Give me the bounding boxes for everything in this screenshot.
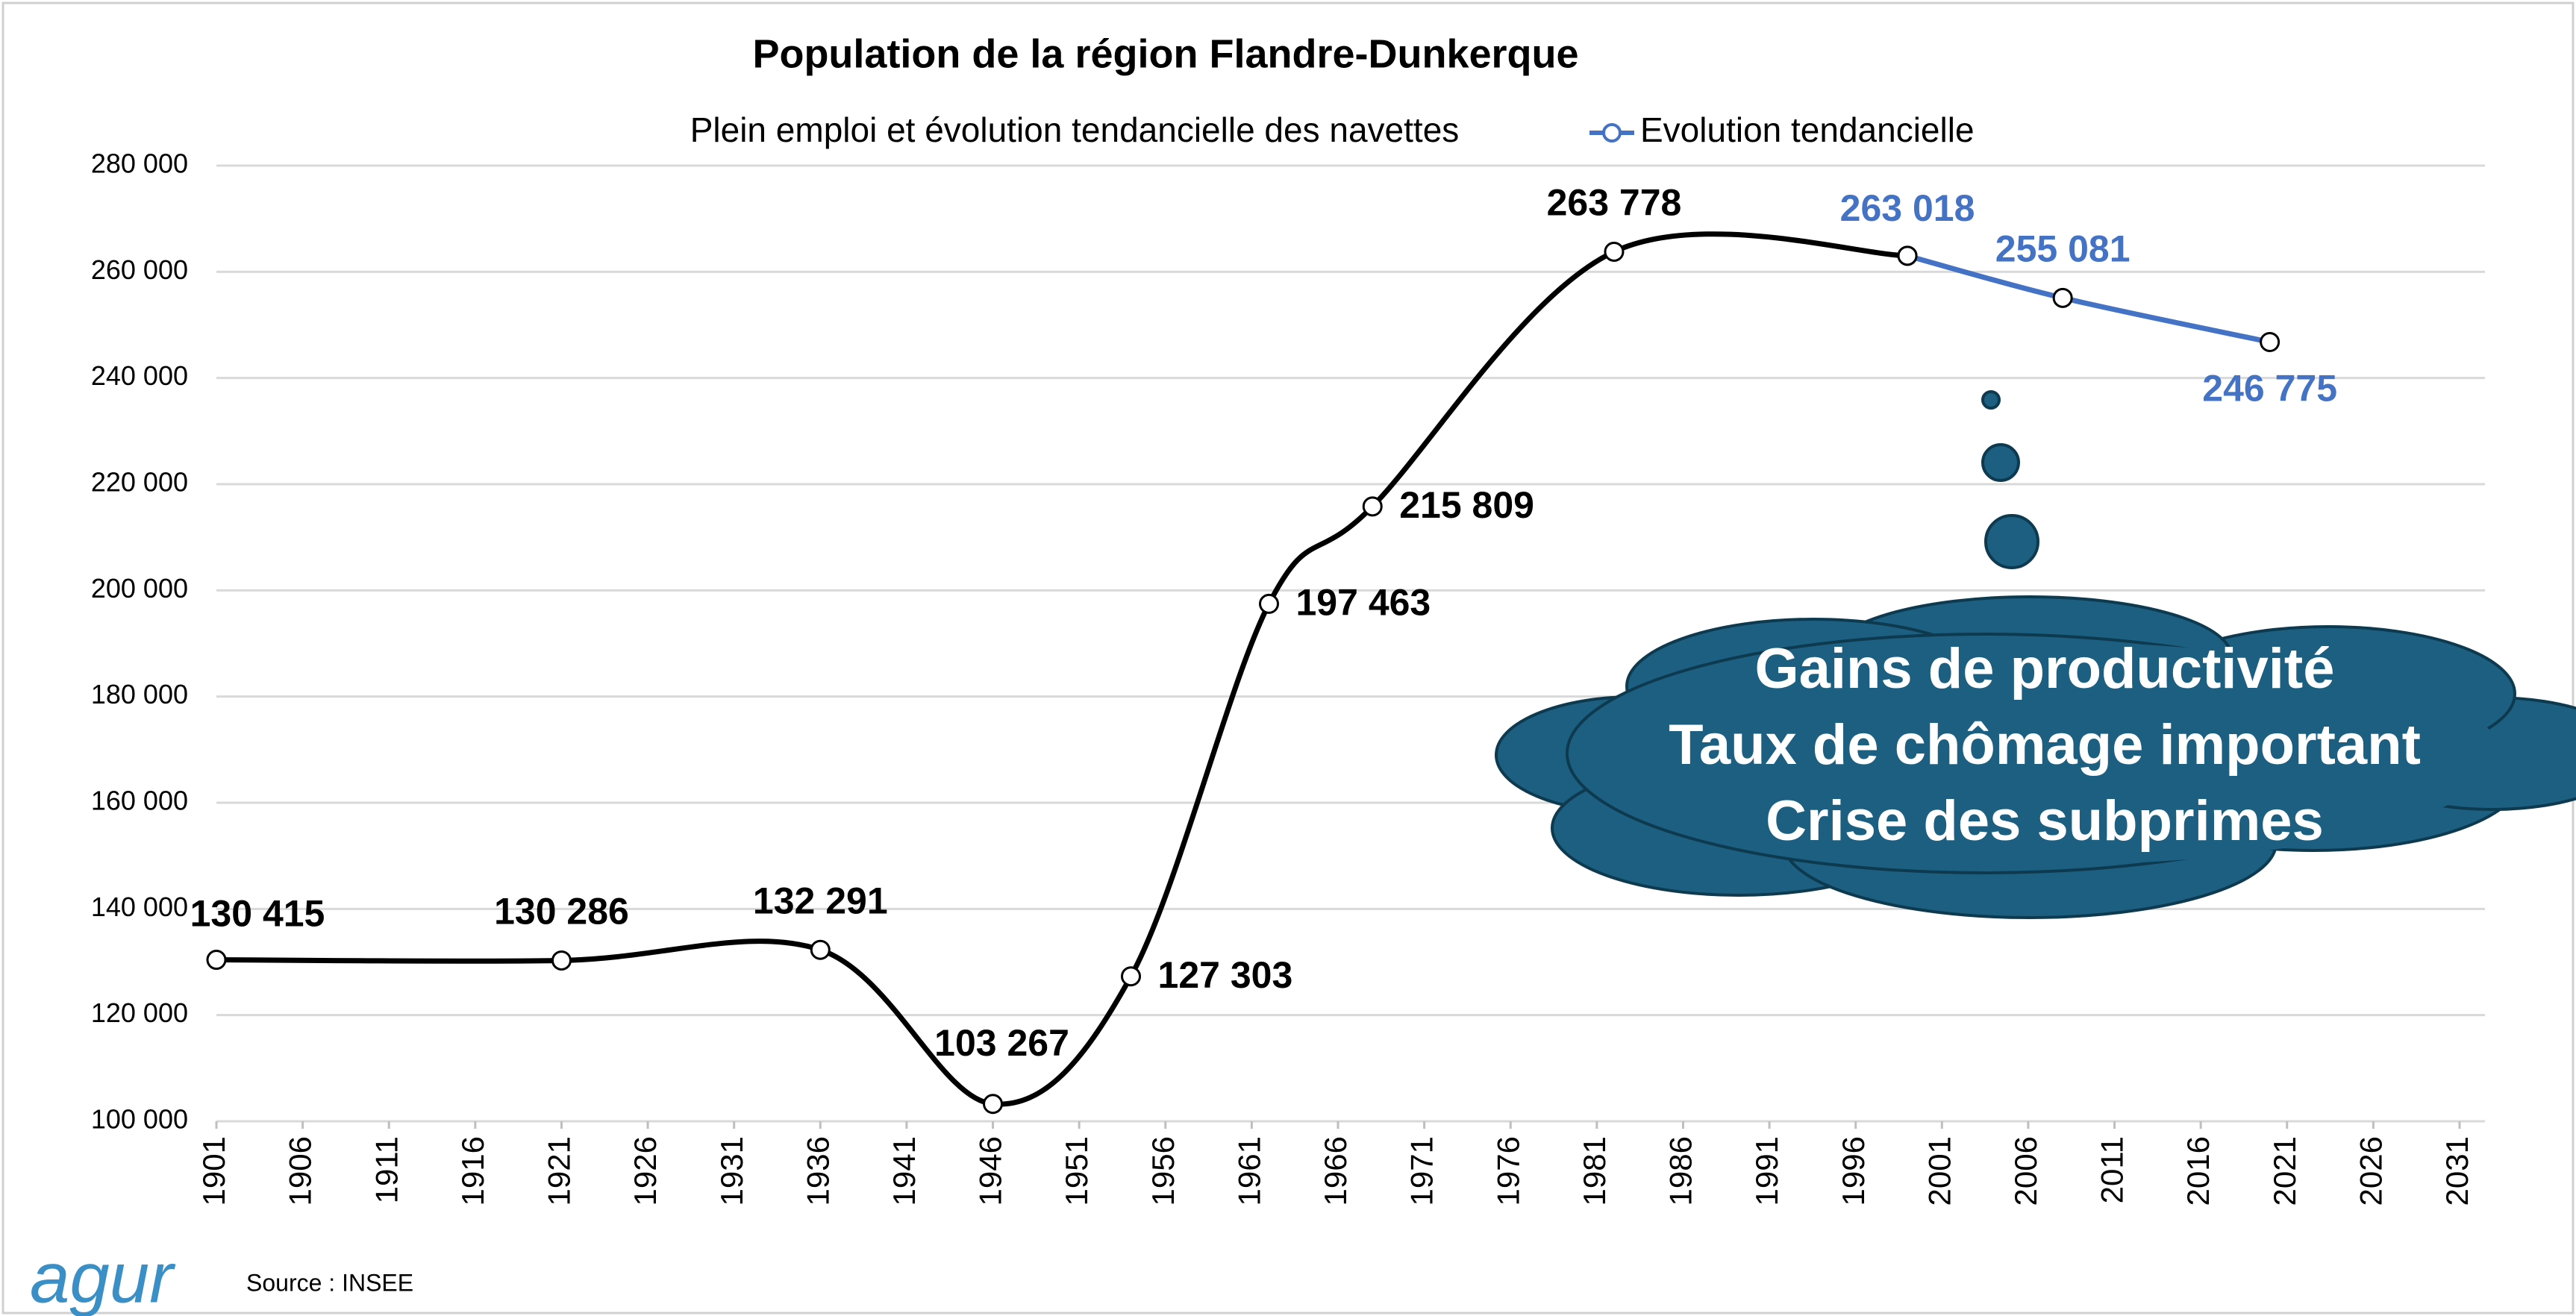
data-label: 246 775 xyxy=(2202,368,2337,410)
annotation-text: Gains de productivité xyxy=(1754,637,2334,701)
source: Source : INSEE xyxy=(246,1269,413,1296)
y-tick-label: 280 000 xyxy=(91,148,188,179)
y-tick-label: 180 000 xyxy=(91,679,188,709)
data-point xyxy=(811,941,829,959)
data-point xyxy=(2261,333,2279,351)
x-tick-label: 2026 xyxy=(2353,1136,2388,1206)
data-label: 197 463 xyxy=(1296,582,1431,624)
x-tick-label: 1976 xyxy=(1490,1136,1525,1206)
x-tick-label: 1996 xyxy=(1836,1136,1871,1206)
page: Population de la région Flandre-Dunkerqu… xyxy=(0,0,2576,1316)
x-tick-label: 2011 xyxy=(2095,1136,2130,1203)
x-tick-label: 1971 xyxy=(1404,1136,1439,1206)
x-tick-label: 1901 xyxy=(196,1136,231,1206)
y-tick-label: 240 000 xyxy=(91,360,188,391)
chart-title: Population de la région Flandre-Dunkerqu… xyxy=(752,31,1578,76)
x-tick-label: 2031 xyxy=(2439,1136,2475,1206)
x-tick-label: 1966 xyxy=(1318,1136,1353,1206)
data-point xyxy=(1898,247,1916,265)
y-tick-label: 200 000 xyxy=(91,573,188,604)
data-label: 130 415 xyxy=(190,893,325,935)
data-point xyxy=(1122,968,1140,986)
data-label: 103 267 xyxy=(934,1022,1069,1064)
annotation-text: Crise des subprimes xyxy=(1766,789,2324,853)
annotation-text: Taux de chômage important xyxy=(1669,713,2421,777)
y-tick-label: 220 000 xyxy=(91,467,188,498)
x-tick-label: 2001 xyxy=(1922,1136,1957,1206)
data-label: 263 778 xyxy=(1547,182,1682,224)
x-tick-label: 1941 xyxy=(887,1136,922,1206)
data-point xyxy=(1260,595,1278,612)
cloud-bubble xyxy=(1986,516,2038,568)
data-label: 130 286 xyxy=(494,891,629,933)
x-tick-label: 1991 xyxy=(1749,1136,1784,1206)
cloud-bubble xyxy=(1983,445,2019,480)
legend-marker xyxy=(1604,125,1620,141)
x-tick-label: 2006 xyxy=(2008,1136,2043,1206)
y-tick-label: 160 000 xyxy=(91,786,188,816)
x-tick-label: 1911 xyxy=(369,1136,404,1203)
x-tick-label: 1916 xyxy=(455,1136,490,1206)
x-tick-label: 1931 xyxy=(714,1136,749,1206)
chart: Population de la région Flandre-Dunkerqu… xyxy=(0,0,2576,1316)
data-label: 263 018 xyxy=(1840,187,1975,229)
x-tick-label: 2021 xyxy=(2267,1136,2302,1206)
data-point xyxy=(1363,498,1381,516)
data-label: 255 081 xyxy=(1995,228,2130,270)
logo: agur xyxy=(30,1238,176,1316)
y-tick-label: 100 000 xyxy=(91,1104,188,1135)
data-point xyxy=(207,951,225,969)
x-tick-label: 1951 xyxy=(1059,1136,1094,1206)
x-tick-label: 1946 xyxy=(973,1136,1008,1206)
x-tick-label: 1956 xyxy=(1145,1136,1181,1206)
x-tick-label: 1921 xyxy=(542,1136,577,1206)
data-point xyxy=(984,1095,1002,1113)
y-tick-label: 140 000 xyxy=(91,892,188,922)
data-label: 127 303 xyxy=(1158,954,1293,996)
y-tick-label: 260 000 xyxy=(91,254,188,285)
data-label: 132 291 xyxy=(753,880,888,921)
x-tick-label: 1936 xyxy=(800,1136,835,1206)
x-tick-label: 1926 xyxy=(628,1136,663,1206)
x-tick-label: 1906 xyxy=(283,1136,318,1206)
x-tick-label: 1961 xyxy=(1231,1136,1266,1206)
chart-subtitle: Plein emploi et évolution tendancielle d… xyxy=(690,110,1460,149)
data-label: 215 809 xyxy=(1399,484,1534,526)
x-tick-label: 1986 xyxy=(1663,1136,1698,1206)
data-point xyxy=(2054,289,2072,307)
cloud-bubble xyxy=(1983,392,1999,408)
data-point xyxy=(1605,242,1623,260)
legend-label: Evolution tendancielle xyxy=(1640,110,1975,149)
data-point xyxy=(552,951,570,969)
x-tick-label: 1981 xyxy=(1577,1136,1612,1206)
y-tick-label: 120 000 xyxy=(91,997,188,1028)
x-tick-label: 2016 xyxy=(2180,1136,2216,1206)
